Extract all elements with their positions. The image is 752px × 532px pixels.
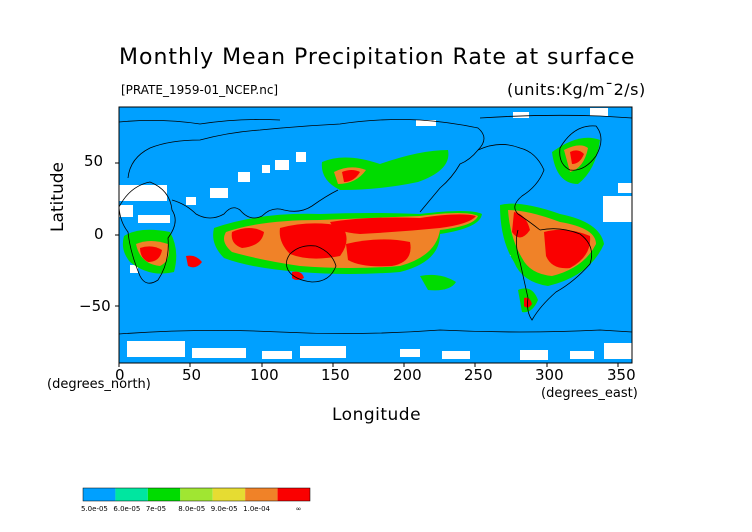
legend-swatch [277,488,310,501]
legend-label: 7e-05 [145,505,167,513]
legend-label: 5.0e-05 [81,505,108,513]
file-label: [PRATE_1959-01_NCEP.nc] [121,83,279,97]
x-tick-label: 50 [182,366,202,384]
legend-swatch [147,488,181,501]
legend-swatch [212,488,246,501]
y-tick-label: 50 [84,152,104,170]
coastlines [118,114,633,335]
legend-swatch [115,488,148,501]
x-tick-label: 350 [607,366,636,384]
legend-label: 6.0e-05 [113,505,141,513]
color-legend [82,487,311,502]
x-tick-label: 250 [464,366,493,384]
precip-red-zones [140,150,591,308]
y-tick-label: 0 [94,225,104,243]
legend-swatch [245,488,278,501]
x-tick-label: 200 [393,366,422,384]
x-tick-label: 100 [250,366,279,384]
x-tick-label: 300 [535,366,564,384]
x-tick-label: 150 [321,366,350,384]
x-tick-label: 0 [115,366,125,384]
legend-label: 9.0e-05 [210,505,238,513]
legend-swatch [180,488,213,501]
legend-swatch [83,488,116,501]
legend-label: 1.0e-04 [243,505,271,513]
y-axis-units: (degrees_north) [47,377,151,392]
chart-title: Monthly Mean Precipitation Rate at surfa… [119,45,636,70]
legend-label: ∞ [295,505,302,513]
y-tick-label: −50 [79,297,111,315]
x-axis-label: Longitude [332,405,422,425]
x-axis-units: (degrees_east) [541,386,638,401]
units-label: (units:Kg/m¯2/s) [507,80,646,99]
legend-label: 8.0e-05 [178,505,206,513]
